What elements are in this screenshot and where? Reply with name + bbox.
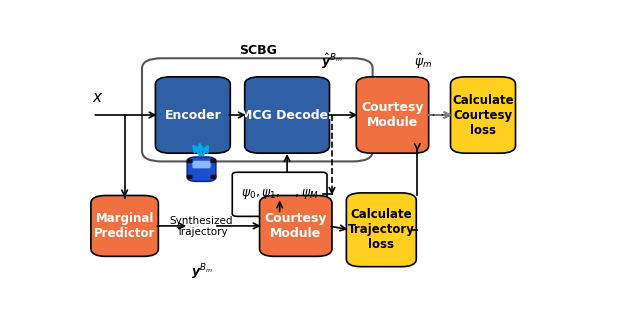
FancyBboxPatch shape xyxy=(260,196,332,256)
FancyBboxPatch shape xyxy=(244,77,330,153)
FancyBboxPatch shape xyxy=(211,159,216,163)
Text: $\boldsymbol{y}^{B_m}$: $\boldsymbol{y}^{B_m}$ xyxy=(191,263,212,282)
FancyBboxPatch shape xyxy=(451,77,515,153)
Text: Marginal
Predictor: Marginal Predictor xyxy=(94,212,156,240)
FancyBboxPatch shape xyxy=(142,58,372,161)
FancyBboxPatch shape xyxy=(356,77,429,153)
Text: SCBG: SCBG xyxy=(239,44,278,57)
FancyBboxPatch shape xyxy=(232,172,327,216)
Text: Calculate
Courtesy
loss: Calculate Courtesy loss xyxy=(452,93,514,136)
Text: MCG Decoder: MCG Decoder xyxy=(240,109,334,122)
FancyBboxPatch shape xyxy=(156,77,230,153)
Text: Courtesy
Module: Courtesy Module xyxy=(361,101,424,129)
Text: $x$: $x$ xyxy=(92,90,104,105)
FancyBboxPatch shape xyxy=(187,175,193,179)
FancyBboxPatch shape xyxy=(187,157,216,182)
FancyBboxPatch shape xyxy=(211,175,216,179)
Text: Synthesized
Trajectory: Synthesized Trajectory xyxy=(170,216,233,237)
FancyBboxPatch shape xyxy=(91,196,158,256)
Text: $\psi_0, \psi_1, \ldots, \psi_M$: $\psi_0, \psi_1, \ldots, \psi_M$ xyxy=(241,187,319,201)
Text: Calculate
Trajectory
loss: Calculate Trajectory loss xyxy=(348,208,415,251)
Text: $\hat{\psi}_m$: $\hat{\psi}_m$ xyxy=(414,52,433,71)
Text: $\hat{\boldsymbol{y}}^{B_m}$: $\hat{\boldsymbol{y}}^{B_m}$ xyxy=(321,52,343,71)
Text: Courtesy
Module: Courtesy Module xyxy=(264,212,327,240)
Text: Encoder: Encoder xyxy=(164,109,221,122)
FancyBboxPatch shape xyxy=(192,161,211,169)
FancyBboxPatch shape xyxy=(346,193,416,267)
FancyBboxPatch shape xyxy=(187,159,193,163)
